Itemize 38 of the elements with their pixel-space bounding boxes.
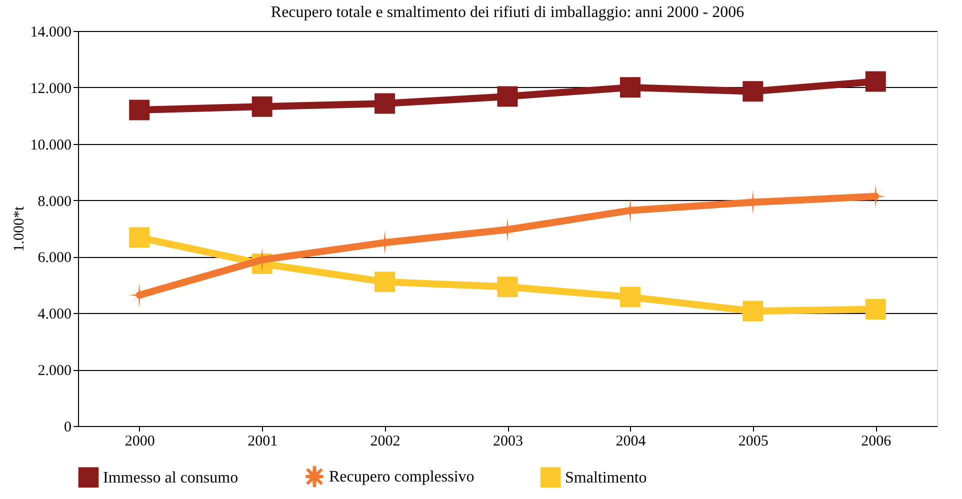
point (497, 217, 518, 242)
point (129, 227, 150, 248)
point (620, 198, 640, 223)
point (374, 93, 396, 114)
legend-label: Smaltimento (565, 469, 647, 486)
legend-label: Recupero complessivo (329, 468, 474, 486)
point (865, 71, 886, 92)
y-tick-label: 2.000 (38, 363, 72, 380)
point (620, 77, 640, 98)
point (374, 272, 396, 292)
point (865, 184, 886, 209)
legend-label: Immesso al consumo (103, 469, 238, 486)
y-tick-label: 0 (64, 420, 72, 436)
y-tick-label: 6.000 (38, 250, 72, 266)
point (742, 81, 764, 102)
point (129, 282, 150, 308)
x-tick-label: 2003 (493, 434, 523, 450)
y-tick-label: 14.000 (30, 24, 72, 40)
x-tick-label: 2002 (370, 434, 400, 450)
y-tick-label: 4.000 (38, 306, 72, 323)
chart-title: Recupero totale e smaltimento dei rifiuti di imballaggio: anni 2000 - 2006 (270, 4, 744, 21)
y-tick-label: 8.000 (38, 194, 72, 210)
point (620, 286, 640, 308)
point (252, 96, 272, 117)
y-tick-label: 10.000 (30, 137, 72, 154)
x-tick-label: 2005 (738, 434, 768, 450)
y-tick-label: 12.000 (30, 80, 72, 97)
point (865, 298, 886, 320)
point (497, 276, 518, 298)
point (742, 300, 764, 322)
point (742, 190, 764, 215)
point (129, 100, 150, 120)
y-axis-title: 1.000*t (11, 205, 28, 252)
x-tick-label: 2004 (616, 434, 646, 450)
x-tick-label: 2006 (861, 434, 892, 450)
x-tick-label: 2000 (124, 434, 155, 450)
point (497, 86, 518, 107)
x-tick-label: 2001 (248, 434, 278, 450)
